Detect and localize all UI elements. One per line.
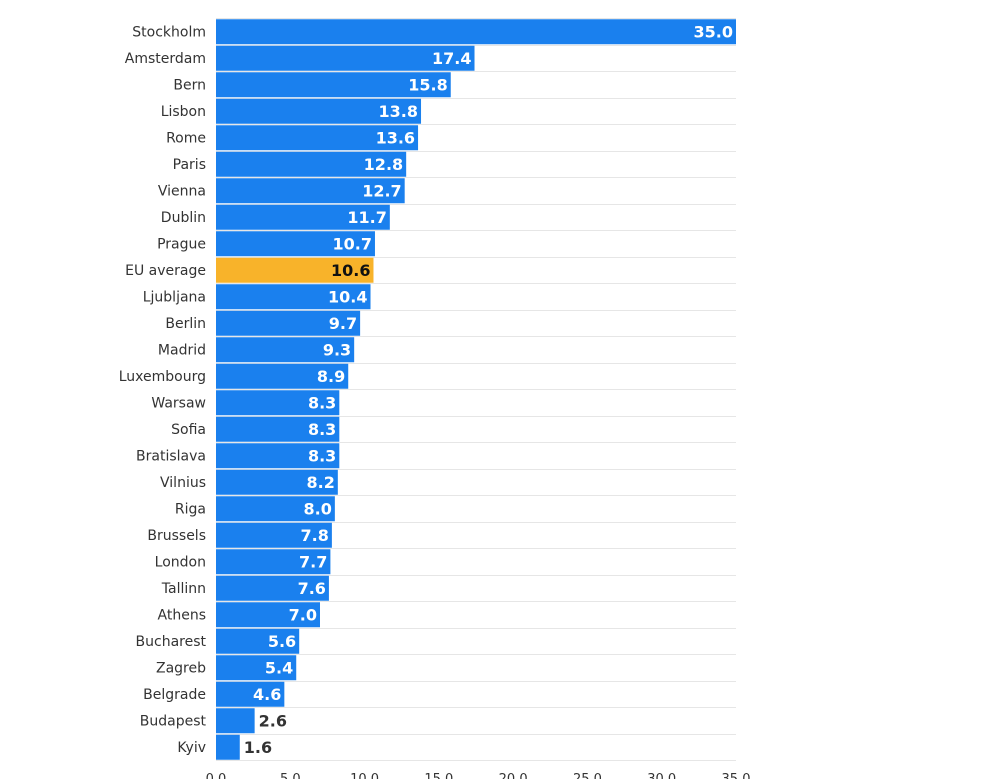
value-label-london: 7.7 <box>299 552 327 571</box>
bar-athens <box>216 602 320 628</box>
value-label-stockholm: 35.0 <box>694 22 733 41</box>
bar-bucharest <box>216 628 300 654</box>
category-label-bern: Bern <box>173 77 206 93</box>
value-label-vienna: 12.7 <box>362 181 401 200</box>
x-tick-label: 5.0 <box>280 772 301 779</box>
bar-warsaw <box>216 390 340 416</box>
bar-stockholm <box>216 19 736 45</box>
bar-vilnius <box>216 469 338 495</box>
bar-sofia <box>216 416 340 442</box>
value-label-bucharest: 5.6 <box>268 632 296 651</box>
bar-rome <box>216 125 419 151</box>
category-label-zagreb: Zagreb <box>156 660 206 676</box>
value-label-kyiv: 1.6 <box>244 738 272 757</box>
value-label-luxembourg: 8.9 <box>317 367 345 386</box>
category-label-budapest: Budapest <box>140 713 207 729</box>
category-label-amsterdam: Amsterdam <box>125 51 206 67</box>
bar-budapest <box>216 708 255 734</box>
value-label-bratislava: 8.3 <box>308 446 336 465</box>
bar-berlin <box>216 310 361 336</box>
category-label-dublin: Dublin <box>161 210 206 226</box>
value-label-paris: 12.8 <box>364 155 403 174</box>
bar-dublin <box>216 204 390 230</box>
value-label-rome: 13.6 <box>376 128 415 147</box>
bar-brussels <box>216 522 332 548</box>
category-label-madrid: Madrid <box>158 342 206 358</box>
bar-bratislava <box>216 443 340 469</box>
bar-zagreb <box>216 655 297 681</box>
category-label-brussels: Brussels <box>147 528 206 544</box>
value-label-budapest: 2.6 <box>259 711 287 730</box>
value-labels: 35.0 17.4 15.8 13.8 13.6 12.8 12.7 11.7 10.7 10.6… <box>244 22 733 757</box>
bar-amsterdam <box>216 45 475 71</box>
value-axis: 0.0 5.0 10.0 15.0 20.0 25.0 30.0 35.0 <box>206 772 751 779</box>
value-label-amsterdam: 17.4 <box>432 49 471 68</box>
bar-luxembourg <box>216 363 349 389</box>
category-label-prague: Prague <box>157 236 206 252</box>
bar-tallinn <box>216 575 329 601</box>
x-tick-label: 30.0 <box>647 772 676 779</box>
category-label-kyiv: Kyiv <box>177 740 206 756</box>
value-label-lisbon: 13.8 <box>379 102 418 121</box>
x-tick-label: 15.0 <box>424 772 453 779</box>
value-label-bern: 15.8 <box>408 75 447 94</box>
bar-prague <box>216 231 375 257</box>
bar-kyiv <box>216 734 240 760</box>
category-label-sofia: Sofia <box>171 422 206 438</box>
category-label-tallinn: Tallinn <box>161 581 206 597</box>
category-axis: Stockholm Amsterdam Bern Lisbon Rome Paris Vie… <box>119 24 207 756</box>
value-label-vilnius: 8.2 <box>306 473 334 492</box>
category-label-ljubljana: Ljubljana <box>143 289 206 305</box>
category-label-vienna: Vienna <box>158 183 206 199</box>
category-label-bratislava: Bratislava <box>136 448 206 464</box>
value-label-riga: 8.0 <box>304 499 332 518</box>
bar-riga <box>216 496 335 522</box>
bars <box>216 19 736 760</box>
category-label-london: London <box>155 554 206 570</box>
category-label-berlin: Berlin <box>165 316 206 332</box>
bar-bern <box>216 72 451 98</box>
x-tick-label: 10.0 <box>350 772 379 779</box>
value-label-madrid: 9.3 <box>323 340 351 359</box>
category-label-vilnius: Vilnius <box>160 475 206 491</box>
x-tick-label: 20.0 <box>499 772 528 779</box>
bar-paris <box>216 151 407 177</box>
bar-madrid <box>216 337 355 363</box>
value-label-belgrade: 4.6 <box>253 685 281 704</box>
value-label-ljubljana: 10.4 <box>328 287 367 306</box>
value-label-athens: 7.0 <box>289 605 317 624</box>
x-tick-label: 0.0 <box>206 772 227 779</box>
x-tick-label: 25.0 <box>573 772 602 779</box>
value-label-tallinn: 7.6 <box>298 579 326 598</box>
category-label-warsaw: Warsaw <box>151 395 206 411</box>
category-label-stockholm: Stockholm <box>132 24 206 40</box>
bar-vienna <box>216 178 405 204</box>
x-tick-label: 35.0 <box>722 772 751 779</box>
category-label-bucharest: Bucharest <box>136 634 207 650</box>
value-label-prague: 10.7 <box>332 234 371 253</box>
value-label-warsaw: 8.3 <box>308 393 336 412</box>
value-label-dublin: 11.7 <box>347 208 386 227</box>
bar-belgrade <box>216 681 285 707</box>
category-label-luxembourg: Luxembourg <box>119 369 206 385</box>
category-label-rome: Rome <box>166 130 206 146</box>
category-label-belgrade: Belgrade <box>143 687 206 703</box>
bar-london <box>216 549 331 575</box>
value-label-zagreb: 5.4 <box>265 658 293 677</box>
value-label-brussels: 7.8 <box>301 526 329 545</box>
value-label-sofia: 8.3 <box>308 420 336 439</box>
category-label-athens: Athens <box>158 607 206 623</box>
bar-highlight-eu-average <box>216 257 374 283</box>
bar-lisbon <box>216 98 422 124</box>
category-label-riga: Riga <box>175 501 206 517</box>
bar-ljubljana <box>216 284 371 310</box>
value-label-eu-average: 10.6 <box>331 261 370 280</box>
category-label-eu-average: EU average <box>125 263 206 279</box>
value-label-berlin: 9.7 <box>329 314 357 333</box>
category-label-paris: Paris <box>173 157 206 173</box>
category-label-lisbon: Lisbon <box>161 104 206 120</box>
grid-lines <box>216 18 736 761</box>
